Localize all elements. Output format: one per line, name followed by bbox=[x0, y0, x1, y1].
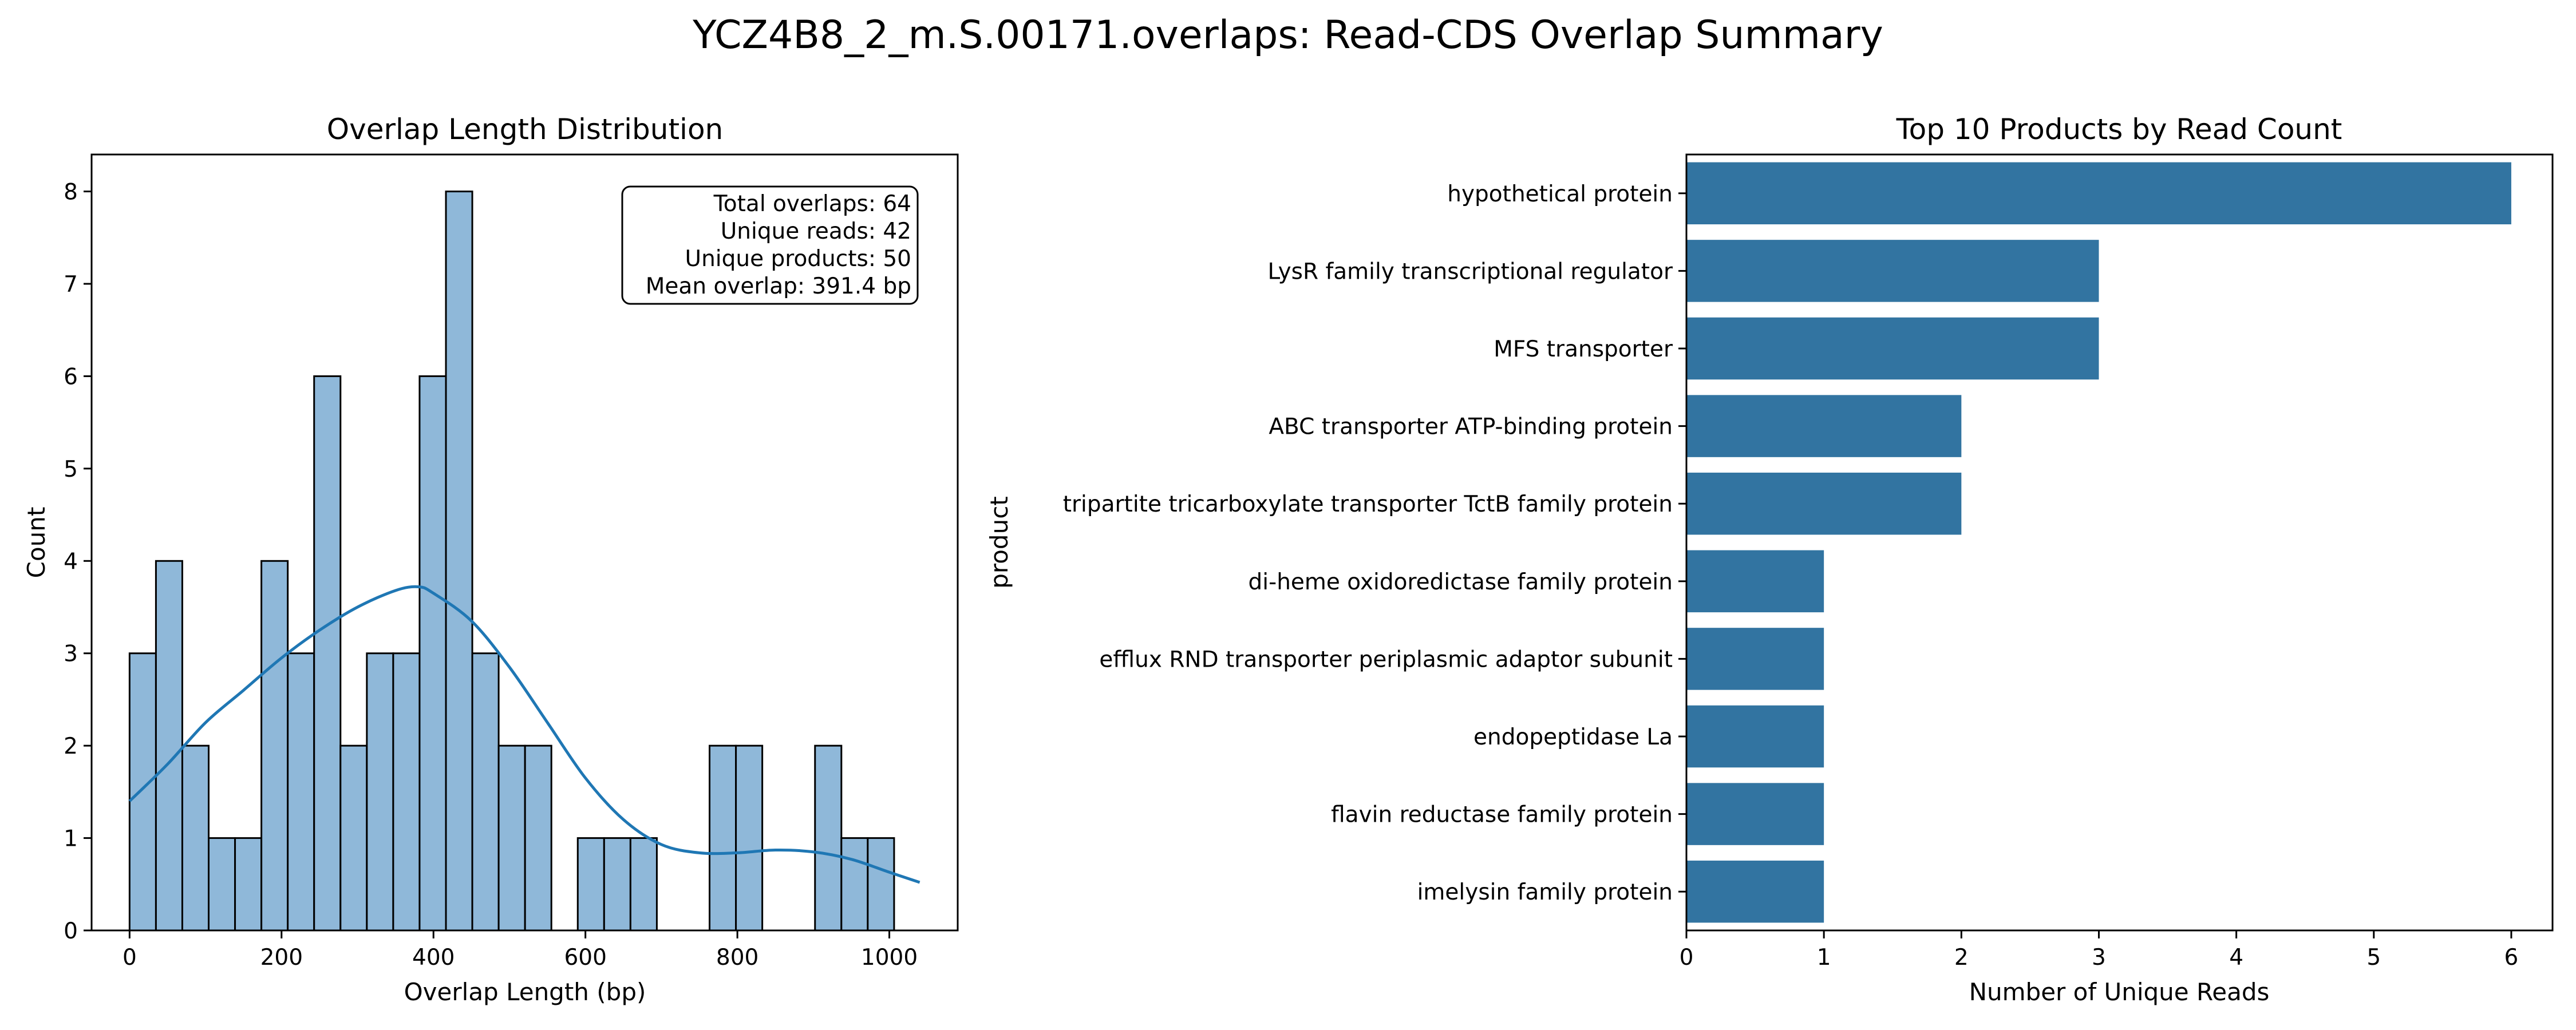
histogram-bar bbox=[840, 837, 869, 932]
histogram-bar bbox=[287, 652, 315, 932]
histogram-bar bbox=[445, 191, 473, 932]
bar-chart-y-ticks: hypothetical protein LysR family transcri… bbox=[1063, 181, 1686, 905]
figure-title: YCZ4B8_2_m.S.00171.overlaps: Read-CDS Ov… bbox=[692, 13, 1883, 58]
product-label: efflux RND transporter periplasmic adapt… bbox=[1099, 647, 1673, 672]
product-label: MFS transporter bbox=[1494, 336, 1673, 362]
histogram-x-tick-label: 800 bbox=[716, 945, 758, 970]
kde-curve bbox=[128, 585, 920, 884]
histogram-y-tick-label: 0 bbox=[64, 918, 78, 944]
histogram-bar bbox=[208, 837, 236, 932]
product-label: tripartite tricarboxylate transporter Tc… bbox=[1063, 492, 1673, 517]
histogram-x-tick-label: 1000 bbox=[861, 945, 918, 970]
histogram-panel: Overlap Length Distribution 0 200 400 600 80… bbox=[22, 113, 959, 1006]
product-label: LysR family transcriptional regulator bbox=[1267, 259, 1673, 284]
bar-chart-y-label: product bbox=[985, 496, 1013, 589]
stats-unique-products: Unique products: 50 bbox=[685, 246, 911, 272]
histogram-bar bbox=[392, 652, 421, 932]
histogram-x-tick-label: 600 bbox=[564, 945, 606, 970]
histogram-x-tick-label: 400 bbox=[412, 945, 455, 970]
bar-chart-x-tick-label: 2 bbox=[1954, 945, 1969, 970]
product-bar bbox=[1686, 783, 1824, 845]
bar-chart-x-tick-label: 4 bbox=[2229, 945, 2243, 970]
stats-total-overlaps: Total overlaps: 64 bbox=[713, 191, 911, 217]
bar-chart-frame bbox=[1685, 153, 2554, 932]
histogram-bar bbox=[576, 837, 605, 932]
bar-chart-x-tick-label: 0 bbox=[1680, 945, 1694, 970]
product-bar bbox=[1686, 472, 1962, 535]
stats-box-frame bbox=[621, 185, 919, 305]
histogram-y-tick-label: 6 bbox=[64, 364, 78, 390]
product-label: imelysin family protein bbox=[1417, 880, 1673, 905]
histogram-y-ticks: 0 1 2 3 4 5 6 7 8 bbox=[64, 180, 92, 944]
product-label: flavin reductase family protein bbox=[1331, 802, 1673, 828]
histogram-x-ticks: 0 200 400 600 800 1000 bbox=[123, 930, 918, 970]
histogram-bar bbox=[814, 744, 843, 932]
product-bar bbox=[1686, 395, 1962, 457]
histogram-bar bbox=[603, 837, 631, 932]
histogram-y-label: Count bbox=[22, 507, 50, 579]
histogram-bar bbox=[128, 652, 157, 932]
product-label: ABC transporter ATP-binding protein bbox=[1269, 414, 1673, 440]
histogram-bar bbox=[260, 560, 289, 932]
bar-chart-x-tick-label: 5 bbox=[2366, 945, 2381, 970]
histogram-title: Overlap Length Distribution bbox=[327, 113, 723, 146]
histogram-bar bbox=[366, 652, 394, 932]
bar-chart-title: Top 10 Products by Read Count bbox=[1896, 113, 2342, 146]
product-bar bbox=[1686, 550, 1824, 613]
histogram-bar bbox=[867, 837, 895, 932]
product-bar bbox=[1686, 240, 2099, 302]
histogram-bar bbox=[155, 560, 183, 932]
histogram-x-label: Overlap Length (bp) bbox=[404, 978, 646, 1006]
product-bar bbox=[1686, 628, 1824, 690]
product-label: hypothetical protein bbox=[1447, 181, 1673, 207]
histogram-x-tick-label: 200 bbox=[260, 945, 303, 970]
histogram-bar bbox=[629, 837, 658, 932]
bar-chart-x-ticks: 0 1 2 3 4 5 6 bbox=[1680, 930, 2519, 970]
histogram-bar bbox=[418, 375, 447, 932]
histogram-y-tick-label: 1 bbox=[64, 826, 78, 852]
bar-chart-x-tick-label: 3 bbox=[2092, 945, 2106, 970]
histogram-bar bbox=[339, 744, 368, 932]
bar-chart-x-tick-label: 1 bbox=[1817, 945, 1831, 970]
histogram-y-tick-label: 8 bbox=[64, 180, 78, 205]
stats-box: Total overlaps: 64 Unique reads: 42 Uniq… bbox=[621, 185, 919, 305]
histogram-bar bbox=[497, 744, 526, 932]
histogram-bar bbox=[735, 744, 764, 932]
product-label: endopeptidase La bbox=[1473, 724, 1673, 750]
stats-unique-reads: Unique reads: 42 bbox=[721, 219, 911, 244]
product-bar bbox=[1686, 162, 2511, 225]
histogram-bar bbox=[234, 837, 263, 932]
histogram-bar bbox=[313, 375, 342, 932]
histogram-frame bbox=[90, 153, 959, 932]
histogram-y-tick-label: 7 bbox=[64, 272, 78, 298]
histogram-y-tick-label: 2 bbox=[64, 734, 78, 759]
histogram-bar bbox=[471, 652, 500, 932]
bar-chart-panel: Top 10 Products by Read Count 0 1 2 3 4 5 6 hy… bbox=[985, 113, 2554, 1006]
product-label: di-heme oxidoredictase family protein bbox=[1249, 569, 1673, 595]
histogram-bar bbox=[709, 744, 737, 932]
bar-chart-x-tick-label: 6 bbox=[2504, 945, 2519, 970]
bar-chart-bars bbox=[1686, 162, 2511, 923]
histogram-y-tick-label: 3 bbox=[64, 641, 78, 667]
histogram-bar bbox=[181, 744, 210, 932]
stats-mean-overlap: Mean overlap: 391.4 bp bbox=[646, 274, 911, 299]
histogram-x-tick-label: 0 bbox=[123, 945, 137, 970]
histogram-bars bbox=[128, 191, 895, 932]
histogram-y-tick-label: 5 bbox=[64, 457, 78, 482]
product-bar bbox=[1686, 705, 1824, 768]
histogram-y-tick-label: 4 bbox=[64, 549, 78, 575]
histogram-bar bbox=[524, 744, 552, 932]
bar-chart-x-label: Number of Unique Reads bbox=[1969, 978, 2270, 1006]
product-bar bbox=[1686, 860, 1824, 923]
product-bar bbox=[1686, 317, 2099, 380]
